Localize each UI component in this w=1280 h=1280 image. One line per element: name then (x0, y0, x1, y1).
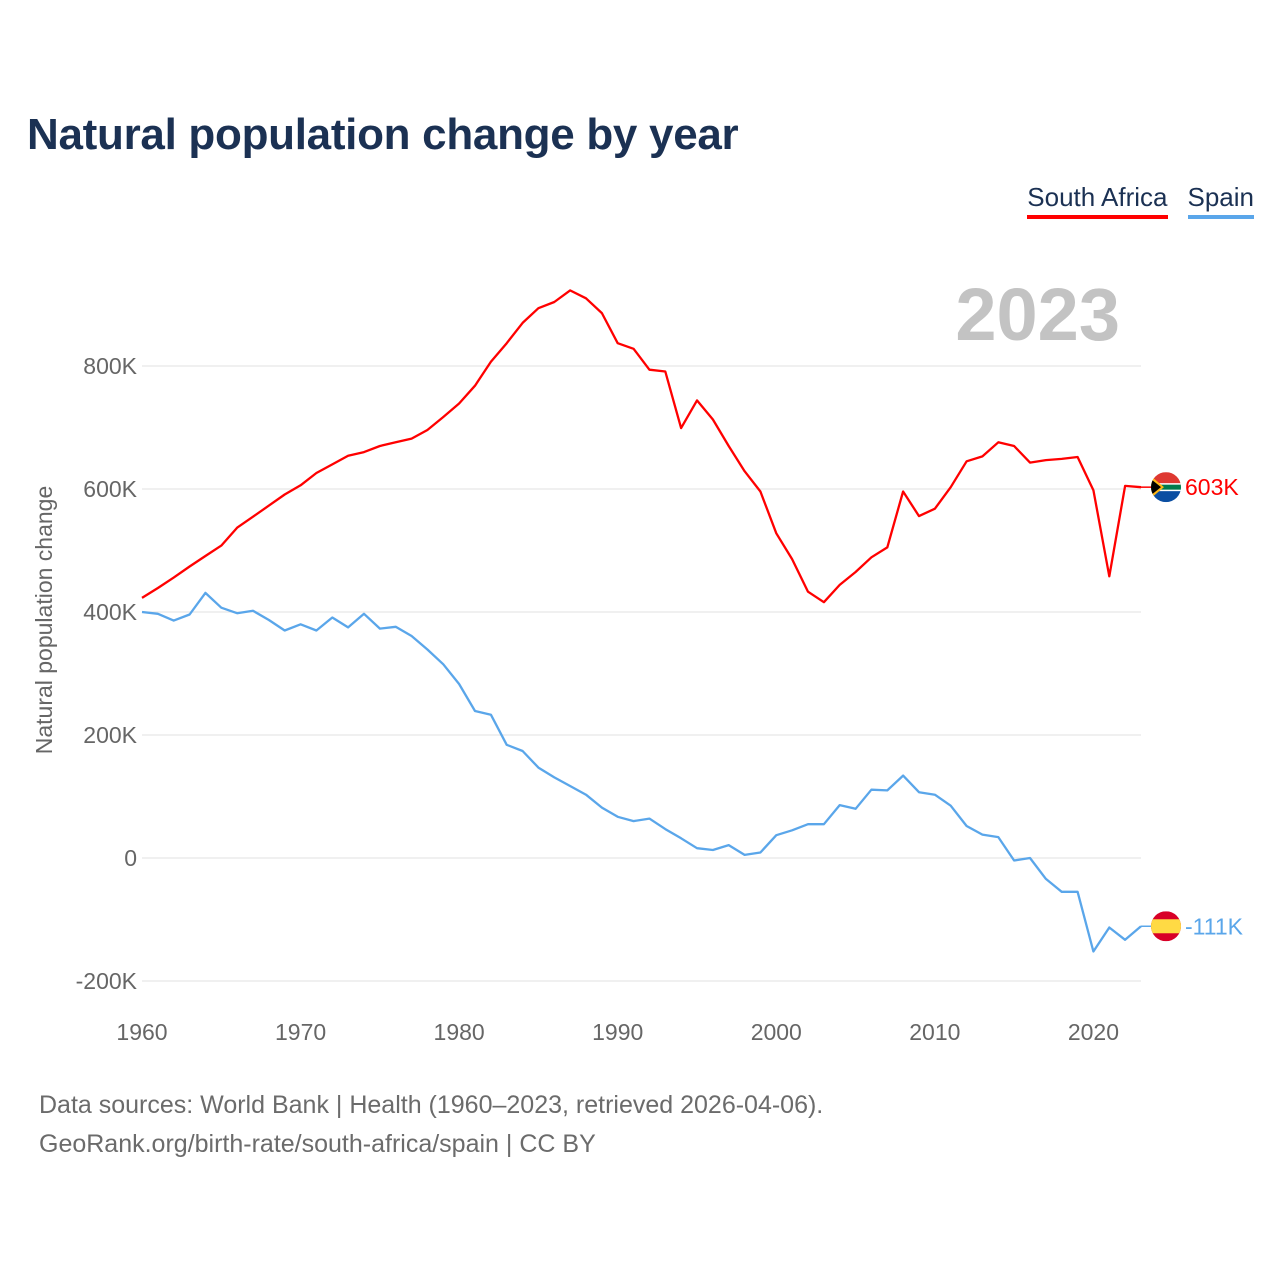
footer: Data sources: World Bank | Health (1960–… (39, 1086, 823, 1164)
y-ticks: -200K 0 200K 400K 600K 800K (76, 353, 138, 994)
series-lines (141, 289, 1142, 953)
end-value-label: 603K (1185, 474, 1239, 500)
spain-flag-icon (1151, 911, 1181, 942)
south-africa-flag-icon (1151, 472, 1181, 503)
y-tick-label: 0 (124, 845, 137, 871)
series-line-south-africa (141, 289, 1142, 604)
data-source-text: Data sources: World Bank | Health (1960–… (39, 1091, 824, 1119)
grid (142, 365, 1141, 982)
chart-title: Natural population change by year (27, 110, 739, 159)
year-overlay: 2023 (955, 273, 1120, 356)
y-tick-label: -200K (76, 968, 138, 994)
end-value-label: -111K (1185, 913, 1244, 939)
y-axis-label: Natural population change (31, 486, 57, 755)
y-tick-label: 400K (83, 599, 137, 625)
legend: South Africa Spain (1027, 182, 1254, 219)
x-tick-label: 1970 (275, 1019, 326, 1045)
end-markers: 603K -111K (1141, 472, 1244, 942)
x-tick-label: 2010 (909, 1019, 960, 1045)
flag-green (1151, 484, 1181, 490)
x-tick-label: 1990 (592, 1019, 643, 1045)
legend-item-south-africa[interactable]: South Africa (1027, 182, 1168, 219)
x-tick-label: 1960 (116, 1019, 167, 1045)
legend-item-spain[interactable]: Spain (1187, 182, 1254, 219)
flag-yellow (1151, 919, 1181, 934)
y-tick-label: 800K (83, 353, 137, 379)
y-tick-label: 600K (83, 476, 137, 502)
series-line-spain (141, 591, 1142, 953)
x-tick-label: 1980 (434, 1019, 485, 1045)
x-ticks: 1960 1970 1980 1990 2000 2010 2020 (116, 1019, 1119, 1045)
x-tick-label: 2020 (1068, 1019, 1119, 1045)
source-link[interactable]: GeoRank.org/birth-rate/south-africa/spai… (39, 1130, 596, 1158)
x-tick-label: 2000 (751, 1019, 802, 1045)
y-tick-label: 200K (83, 722, 137, 748)
flag-shapes (1151, 911, 1181, 942)
flag-black (1151, 479, 1161, 496)
flag-shapes (1151, 472, 1181, 503)
